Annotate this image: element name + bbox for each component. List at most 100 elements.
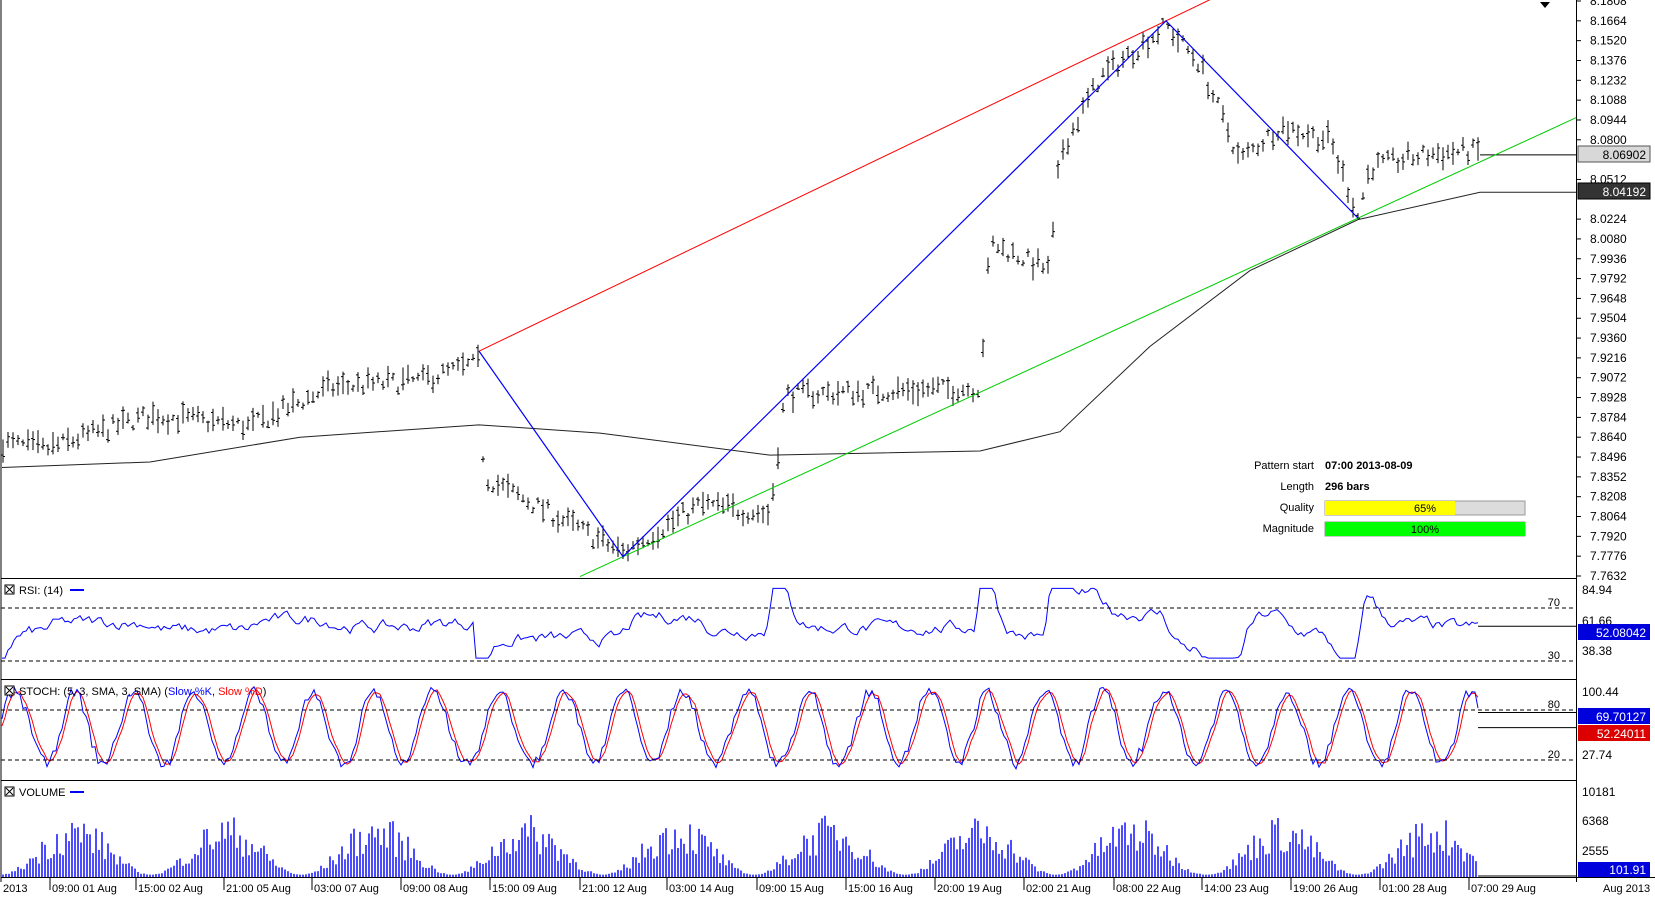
x-axis-label: 09:00 15 Aug [759, 883, 824, 895]
pattern-length-value: 296 bars [1325, 481, 1370, 493]
x-axis-label: 09:00 01 Aug [52, 883, 117, 895]
price-tick-label: 8.0080 [1590, 232, 1627, 246]
rsi-tick-high: 84.94 [1582, 583, 1612, 597]
x-axis-label: 19:00 26 Aug [1293, 883, 1358, 895]
price-tick-label: 7.7920 [1590, 529, 1627, 543]
price-tick-label: 8.1088 [1590, 93, 1627, 107]
price-tick-label: 7.9936 [1590, 252, 1627, 266]
price-tick-label: 8.1808 [1590, 0, 1627, 8]
price-axis: 8.1808 8.1664 8.1520 8.1376 8.1232 8.1088 8.09… [1576, 0, 1627, 583]
price-tick-label: 7.8064 [1590, 510, 1627, 524]
pattern-start-label: Pattern start [1254, 460, 1314, 472]
volume-tick-low: 2555 [1582, 844, 1609, 858]
pattern-zigzag-line [478, 19, 1359, 558]
stoch-k-line [1, 685, 1479, 770]
x-axis-label: 02:00 21 Aug [1026, 883, 1091, 895]
quality-value: 65% [1414, 503, 1436, 515]
volume-value-label: 101.91 [1609, 863, 1646, 877]
x-axis-label: 01:00 28 Aug [1382, 883, 1447, 895]
x-axis-left-label: 2013 [3, 883, 27, 895]
price-tick-label: 8.0224 [1590, 212, 1627, 226]
x-axis-label: 08:00 22 Aug [1116, 883, 1181, 895]
volume-tick-high: 10181 [1582, 785, 1616, 799]
rsi-level-70: 70 [1548, 597, 1560, 609]
pattern-layer [478, 19, 1359, 558]
ma-price-label: 8.04192 [1603, 185, 1647, 199]
quality-label: Quality [1280, 502, 1315, 514]
price-tick-label: 7.8496 [1590, 450, 1627, 464]
rsi-title: RSI: (14) [19, 585, 63, 597]
x-axis-right-label: Aug 2013 [1603, 883, 1650, 895]
x-axis-label: 03:00 14 Aug [669, 883, 734, 895]
price-tick-label: 7.9648 [1590, 291, 1627, 305]
x-axis-label: 15:00 09 Aug [492, 883, 557, 895]
price-tick-label: 8.0944 [1590, 113, 1627, 127]
volume-tick-mid: 6368 [1582, 814, 1609, 828]
scroll-marker-icon[interactable] [1540, 2, 1550, 8]
price-tick-label: 7.8784 [1590, 410, 1627, 424]
stoch-k-value: 69.70127 [1596, 710, 1646, 724]
stoch-d-value: 52.24011 [1597, 727, 1646, 741]
price-tick-label: 7.8928 [1590, 391, 1627, 405]
price-tick-label: 7.7632 [1590, 569, 1627, 583]
price-tick-label: 8.1232 [1590, 73, 1627, 87]
current-price-tag: 8.06902 [1577, 145, 1651, 163]
volume-panel: VOLUME 10181 6368 2555 101.91 [4, 785, 1650, 877]
price-bars [1, 17, 1480, 562]
pattern-start-value: 07:00 2013-08-09 [1325, 460, 1412, 472]
price-tick-label: 8.1520 [1590, 34, 1627, 48]
rsi-panel: RSI: (14) 70 30 84.94 61.66 38.38 52.080… [1, 583, 1650, 662]
price-tick-label: 8.1376 [1590, 53, 1627, 67]
stoch-level-20: 20 [1548, 749, 1560, 761]
stoch-d-line [1, 688, 1479, 766]
x-axis-label: 14:00 23 Aug [1204, 883, 1269, 895]
price-tick-label: 7.9216 [1590, 351, 1627, 365]
volume-layer [2, 815, 1576, 877]
ma-price-tag: 8.04192 [1577, 182, 1651, 200]
rsi-tick-low: 38.38 [1582, 644, 1612, 658]
magnitude-label: Magnitude [1263, 523, 1314, 535]
stoch-level-80: 80 [1548, 699, 1560, 711]
stoch-panel: STOCH: (5, 3, SMA, 3, SMA) (Slow %K, Slo… [1, 685, 1650, 762]
time-axis: 2013 Aug 2013 09:00 01 Aug 15:00 02 Aug 21… [3, 877, 1650, 895]
rsi-value-label: 52.08042 [1596, 626, 1646, 640]
quality-bar-fill [1325, 501, 1455, 515]
magnitude-bar-fill [1325, 522, 1525, 536]
rsi-layer [2, 587, 1576, 659]
x-axis-label: 03:00 07 Aug [314, 883, 379, 895]
magnitude-value: 100% [1411, 524, 1439, 536]
price-tick-label: 7.8208 [1590, 490, 1627, 504]
pattern-info: Pattern start 07:00 2013-08-09 Length 29… [1254, 460, 1526, 537]
price-tick-label: 7.8640 [1590, 430, 1627, 444]
upper-trendline [478, 0, 1211, 352]
current-price-label: 8.06902 [1603, 148, 1647, 162]
x-axis-label: 07:00 29 Aug [1471, 883, 1536, 895]
price-tick-label: 7.7776 [1590, 549, 1627, 563]
x-axis-label: 15:00 16 Aug [848, 883, 913, 895]
x-axis-label: 09:00 08 Aug [403, 883, 468, 895]
rsi-level-30: 30 [1548, 650, 1560, 662]
x-axis-label: 15:00 02 Aug [138, 883, 203, 895]
volume-title: VOLUME [19, 787, 65, 799]
stoch-tick-high: 100.44 [1582, 685, 1619, 699]
price-tick-label: 7.9072 [1590, 371, 1627, 385]
x-axis-label: 21:00 05 Aug [226, 883, 291, 895]
x-axis-label: 21:00 12 Aug [582, 883, 647, 895]
price-tick-label: 7.9504 [1590, 311, 1627, 325]
price-tick-label: 8.0800 [1590, 133, 1627, 147]
price-tick-label: 7.9360 [1590, 331, 1627, 345]
x-axis-label: 20:00 19 Aug [937, 883, 1002, 895]
trendline-layer [478, 0, 1577, 577]
moving-average-line [1, 191, 1576, 468]
price-tick-label: 7.8352 [1590, 470, 1627, 484]
pattern-length-label: Length [1280, 481, 1314, 493]
rsi-line [2, 587, 1479, 659]
stoch-layer [1, 685, 1576, 770]
stoch-tick-low: 27.74 [1582, 748, 1612, 762]
stoch-title: STOCH: (5, 3, SMA, 3, SMA) (Slow %K, Slo… [19, 686, 266, 698]
lower-trendline [579, 117, 1577, 577]
price-tick-label: 7.9792 [1590, 272, 1627, 286]
price-tick-label: 8.1664 [1590, 14, 1627, 28]
